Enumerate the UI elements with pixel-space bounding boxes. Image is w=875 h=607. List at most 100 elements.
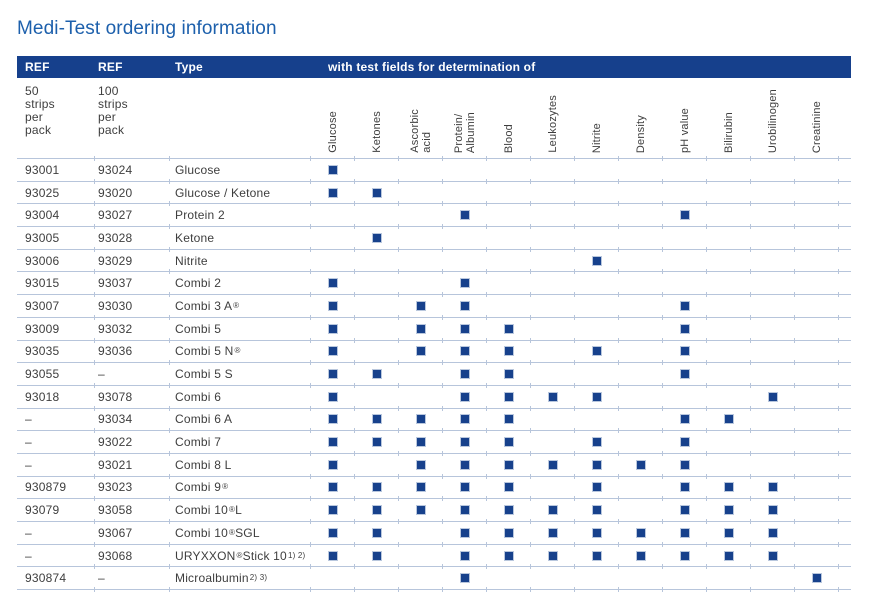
table-row: 93007 93030 Combi 3 A ®: [17, 295, 851, 320]
test-cell-leukozytes: [530, 341, 575, 365]
test-field-marker: [372, 437, 382, 448]
row-right-spacer: [838, 318, 851, 343]
column-header-urobilinogen: Urobilinogen: [750, 78, 795, 161]
test-field-marker: [328, 505, 338, 516]
table-subheader-row: 50 strips per pack 100 strips per pack G…: [17, 78, 851, 161]
test-cell-density: [618, 363, 663, 388]
test-cell-glucose: [310, 159, 355, 184]
ref-100-value: 93078: [94, 386, 170, 411]
test-cell-nitrite: [574, 567, 619, 592]
header-type: Type: [175, 60, 203, 74]
test-cell-ascorbic-acid: [398, 182, 443, 207]
table-row: – 93067 Combi 10 ® SGL: [17, 522, 851, 547]
test-field-marker: [460, 210, 470, 221]
test-cell-ascorbic-acid: [398, 522, 443, 547]
column-header-nitrite: Nitrite: [574, 78, 619, 161]
test-cell-urobilinogen: [750, 545, 795, 570]
test-cell-ketones: [354, 341, 399, 365]
row-right-spacer: [838, 567, 851, 592]
test-cell-density: [618, 545, 663, 570]
ref-50-value: 93006: [25, 253, 60, 268]
test-cell-leukozytes: [530, 522, 575, 547]
subheader-type-spacer: [169, 78, 311, 161]
test-cell-ascorbic-acid: [398, 227, 443, 252]
header-test-fields-label: with test fields for determination of: [328, 60, 536, 74]
test-field-marker: [592, 505, 602, 516]
test-field-marker: [460, 278, 470, 289]
column-header-label: Blood: [503, 123, 515, 153]
column-header-label: Ascorbic acid: [409, 109, 433, 153]
ref-50-value: –: [25, 435, 32, 450]
test-field-marker: [372, 414, 382, 425]
test-cell-urobilinogen: [750, 204, 795, 229]
test-cell-density: [618, 295, 663, 320]
ref-50-value: –: [25, 525, 32, 540]
table-row: 930874 – Microalbumin 2) 3): [17, 567, 851, 592]
test-cell-leukozytes: [530, 159, 575, 184]
test-cell-density: [618, 318, 663, 343]
column-header-label: Glucose: [327, 111, 339, 153]
row-right-spacer: [838, 227, 851, 252]
test-cell-ascorbic-acid: [398, 477, 443, 501]
test-field-marker: [460, 346, 470, 357]
type-value: Combi 5 S: [169, 363, 311, 388]
test-field-marker: [504, 527, 514, 538]
test-cell-blood: [486, 545, 531, 570]
test-cell-density: [618, 182, 663, 207]
row-right-spacer: [838, 409, 851, 433]
test-cell-creatinine: [794, 567, 839, 592]
test-field-marker: [680, 527, 690, 538]
test-cell-blood: [486, 567, 531, 592]
test-cell-ph-value: [662, 477, 707, 501]
test-cell-urobilinogen: [750, 409, 795, 433]
test-field-marker: [460, 527, 470, 538]
test-cell-ph-value: [662, 295, 707, 320]
test-field-marker: [812, 573, 822, 584]
type-value: Nitrite: [169, 250, 311, 275]
test-cell-blood: [486, 386, 531, 411]
test-field-marker: [460, 505, 470, 516]
type-value: Combi 5 N ®: [169, 341, 311, 365]
type-value: Combi 10 ® SGL: [169, 522, 311, 547]
test-cell-leukozytes: [530, 386, 575, 411]
test-field-marker: [460, 391, 470, 402]
test-cell-bilirubin: [706, 250, 751, 275]
test-cell-glucose: [310, 522, 355, 547]
test-cell-creatinine: [794, 182, 839, 207]
test-field-marker: [592, 346, 602, 357]
test-cell-leukozytes: [530, 295, 575, 320]
test-cell-blood: [486, 182, 531, 207]
test-cell-ketones: [354, 159, 399, 184]
test-cell-creatinine: [794, 409, 839, 433]
test-cell-leukozytes: [530, 545, 575, 570]
test-cell-ph-value: [662, 545, 707, 570]
test-field-marker: [548, 527, 558, 538]
test-cell-creatinine: [794, 522, 839, 547]
test-cell-protein-albumin: [442, 545, 487, 570]
type-value: Combi 7: [169, 431, 311, 456]
table-row: – 93068 URYXXON ® Stick 10 1) 2): [17, 545, 851, 570]
test-field-marker: [768, 550, 778, 561]
test-cell-urobilinogen: [750, 567, 795, 592]
pack-size-100-label: 100 strips per pack: [94, 78, 170, 161]
ref-50-value: 93005: [25, 230, 60, 245]
test-cell-protein-albumin: [442, 363, 487, 388]
subheader-right-spacer: [838, 78, 851, 161]
row-right-spacer: [838, 182, 851, 207]
test-cell-urobilinogen: [750, 341, 795, 365]
column-header-label: Leukozytes: [547, 95, 559, 153]
test-cell-blood: [486, 499, 531, 524]
ref-100-value: 93027: [94, 204, 170, 229]
ref-100-value: –: [94, 363, 170, 388]
test-cell-bilirubin: [706, 159, 751, 184]
test-cell-density: [618, 250, 663, 275]
test-cell-urobilinogen: [750, 386, 795, 411]
test-cell-ascorbic-acid: [398, 318, 443, 343]
test-cell-creatinine: [794, 318, 839, 343]
test-cell-glucose: [310, 409, 355, 433]
test-field-marker: [592, 391, 602, 402]
test-cell-ketones: [354, 477, 399, 501]
table-header-row: REF REF Type with test fields for determ…: [17, 56, 851, 78]
test-field-marker: [460, 414, 470, 425]
test-field-marker: [328, 323, 338, 334]
